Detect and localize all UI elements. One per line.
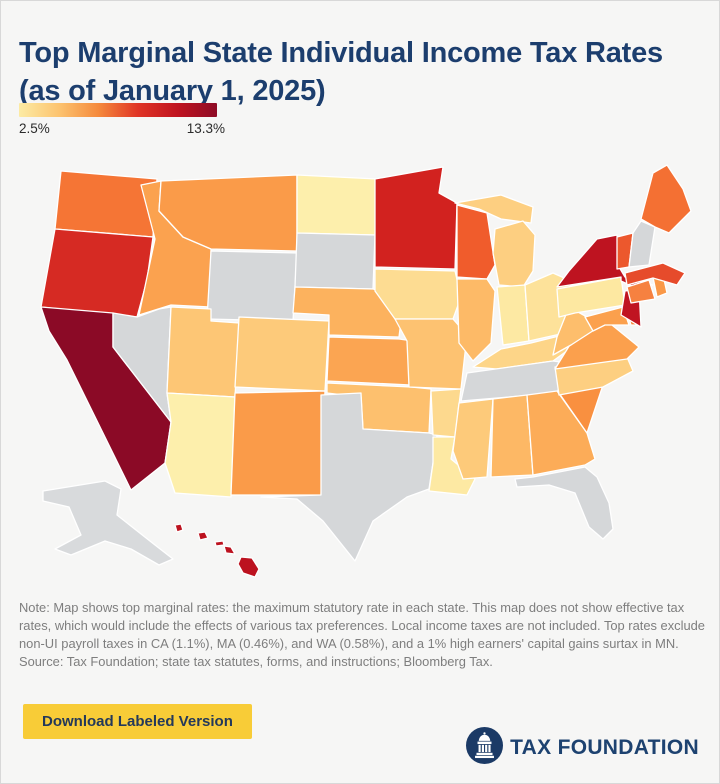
states-layer xyxy=(40,164,692,578)
state-hi[interactable] xyxy=(174,523,260,578)
state-nh[interactable] xyxy=(628,220,656,268)
color-legend: 2.5% 13.3% xyxy=(19,103,225,136)
tax-foundation-logo: TAX FOUNDATION xyxy=(466,727,699,769)
state-me[interactable] xyxy=(640,164,692,234)
state-md[interactable] xyxy=(584,306,630,332)
brand-name: TAX FOUNDATION xyxy=(510,736,699,759)
state-ma[interactable] xyxy=(624,262,686,286)
state-wa[interactable] xyxy=(54,170,158,238)
state-ks[interactable] xyxy=(326,336,414,386)
state-wi[interactable] xyxy=(456,204,496,280)
map-notes: Note: Map shows top marginal rates: the … xyxy=(19,599,705,671)
state-sd[interactable] xyxy=(294,232,376,290)
state-or[interactable] xyxy=(40,228,154,318)
source-text: Source: Tax Foundation; state tax statut… xyxy=(19,654,493,670)
note-text: Note: Map shows top marginal rates: the … xyxy=(19,600,705,652)
state-az[interactable] xyxy=(164,392,236,498)
state-mn[interactable] xyxy=(374,166,458,270)
download-labeled-version-button[interactable]: Download Labeled Version xyxy=(23,704,252,739)
state-nm[interactable] xyxy=(230,390,326,496)
state-il[interactable] xyxy=(456,278,496,362)
capitol-dome-icon xyxy=(466,727,504,769)
legend-gradient-bar xyxy=(19,103,217,117)
state-ny[interactable] xyxy=(556,234,654,292)
state-tx[interactable] xyxy=(260,392,438,562)
state-in[interactable] xyxy=(496,284,530,346)
legend-max-label: 13.3% xyxy=(186,121,225,136)
page-title: Top Marginal State Individual Income Tax… xyxy=(19,37,663,108)
state-ct[interactable] xyxy=(626,279,656,304)
us-choropleth-map xyxy=(9,145,713,591)
state-ms[interactable] xyxy=(452,398,494,480)
state-wy[interactable] xyxy=(206,250,298,322)
state-fl[interactable] xyxy=(514,466,614,540)
state-ut[interactable] xyxy=(166,306,240,398)
state-al[interactable] xyxy=(490,394,534,478)
state-ak[interactable] xyxy=(42,480,174,566)
state-co[interactable] xyxy=(234,316,330,392)
state-ga[interactable] xyxy=(526,390,596,476)
state-mi[interactable] xyxy=(454,194,536,288)
legend-min-label: 2.5% xyxy=(19,121,50,136)
state-nd[interactable] xyxy=(296,174,378,236)
